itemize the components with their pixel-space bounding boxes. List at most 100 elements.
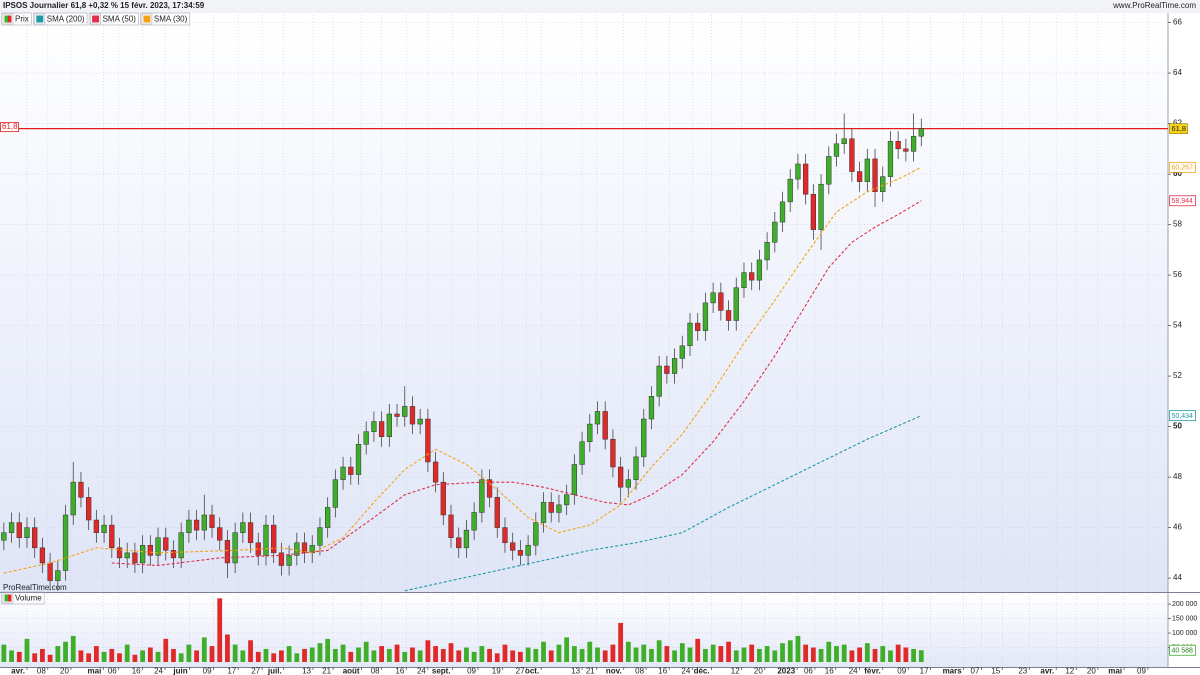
candle-body	[764, 242, 770, 261]
volume-bar	[379, 646, 385, 662]
candle-body	[193, 519, 200, 531]
volume-bar	[556, 644, 562, 662]
volume-bar	[880, 646, 886, 662]
volume-bar	[448, 643, 454, 662]
right-axis-strip	[1168, 13, 1200, 667]
candle-body	[702, 302, 709, 331]
sma-last-label: 50,434	[1172, 413, 1194, 420]
volume-bar	[587, 641, 593, 662]
volume-bar	[895, 644, 901, 662]
legend-swatch	[92, 15, 100, 23]
candle-body	[803, 163, 809, 195]
x-tick-label: nov.	[606, 667, 622, 675]
volume-bar	[618, 622, 624, 662]
candle-body	[409, 406, 416, 425]
candle-body	[687, 322, 693, 347]
volume-tick-label: 150 000	[1172, 615, 1197, 622]
legend-swatch	[4, 15, 8, 23]
y-tick-label: 56	[1173, 270, 1182, 279]
candle-body	[710, 292, 716, 304]
volume-last-label: 40 588	[1172, 648, 1194, 655]
volume-bar	[186, 644, 192, 662]
volume-bar	[9, 650, 14, 662]
volume-bar	[803, 644, 809, 662]
candle-body	[155, 537, 161, 556]
x-tick-label: 20	[1087, 667, 1096, 675]
x-tick-label: 27	[516, 667, 525, 675]
candle-body	[910, 135, 917, 152]
volume-bar	[564, 637, 570, 662]
x-tick-label: 09	[203, 667, 212, 675]
volume-bar	[340, 644, 346, 662]
header-bar	[0, 0, 1200, 13]
candle-body	[93, 519, 100, 533]
candle-body	[101, 524, 107, 533]
x-tick-label: juin	[172, 667, 187, 675]
volume-bar	[240, 650, 246, 662]
candle-body	[386, 413, 392, 437]
volume-bar	[294, 653, 300, 662]
candle-body	[486, 479, 493, 498]
volume-bar	[679, 643, 685, 662]
volume-bar	[518, 651, 523, 662]
x-tick-label: 12	[731, 667, 740, 675]
candle-body	[818, 183, 824, 230]
volume-bar	[849, 650, 855, 662]
volume-bar	[332, 648, 338, 662]
y-tick-label: 58	[1173, 220, 1182, 229]
candle-body	[448, 514, 454, 538]
volume-bar	[757, 648, 762, 662]
x-tick-label: 20	[60, 667, 69, 675]
volume-bar	[394, 644, 400, 662]
candle-body	[62, 514, 69, 571]
volume-bar	[402, 651, 408, 662]
volume-bar	[225, 634, 230, 662]
volume-bar	[263, 648, 269, 662]
volume-bar	[417, 650, 423, 662]
volume-bar	[201, 637, 207, 662]
volume-bar	[425, 640, 431, 662]
volume-bar	[826, 641, 832, 662]
candle-body	[32, 527, 38, 549]
volume-bar	[579, 648, 585, 662]
x-tick-label: 17	[227, 667, 236, 675]
candle-body	[86, 497, 92, 521]
candle-body	[147, 545, 153, 556]
candle-body	[571, 464, 578, 496]
legend-border	[1, 12, 32, 26]
legend-label: Volume	[15, 594, 42, 603]
candle-body	[733, 287, 739, 321]
sma-last-box	[1169, 195, 1196, 207]
volume-bar	[101, 651, 107, 662]
candle-body	[440, 481, 446, 516]
candle-body	[355, 444, 362, 475]
volume-bar	[209, 646, 215, 662]
candle-body	[417, 418, 423, 425]
volume-bar	[86, 653, 92, 662]
x-tick-label: 06	[108, 667, 117, 675]
candle-body	[656, 365, 662, 397]
volume-bar	[494, 653, 500, 662]
volume-bar	[155, 651, 161, 662]
volume-bar	[70, 635, 76, 662]
y-tick-label: 48	[1173, 472, 1182, 481]
last-price-label: 61,8	[1172, 124, 1187, 133]
x-tick-label: 12	[1065, 667, 1074, 675]
y-tick-label: 44	[1173, 573, 1182, 582]
volume-bar	[78, 650, 84, 662]
candle-body	[139, 545, 146, 564]
x-tick-label: 09	[467, 667, 476, 675]
candle-body	[540, 502, 547, 523]
volume-tick-label: 100 000	[1172, 630, 1197, 637]
x-tick-label: avr.	[1040, 667, 1054, 675]
watermark: ProRealTime.com	[3, 583, 67, 592]
legend-border	[88, 12, 139, 26]
volume-bar	[487, 648, 492, 662]
legend-border	[140, 12, 191, 26]
candle-body	[55, 570, 61, 581]
candle-body	[378, 421, 385, 437]
candle-body	[186, 519, 192, 533]
candle-body	[340, 466, 346, 480]
x-tick-label: 27	[251, 667, 260, 675]
volume-bar	[857, 647, 863, 662]
